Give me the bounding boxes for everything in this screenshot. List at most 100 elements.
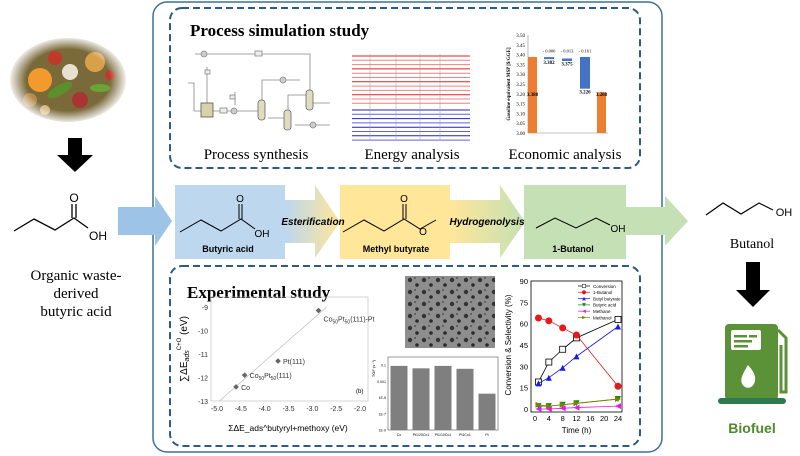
data-point xyxy=(545,374,552,381)
point-label: Pt(111) xyxy=(283,359,305,366)
data-point xyxy=(535,380,542,387)
y-axis-label: ∑ΔEadsC+O (eV) xyxy=(177,316,191,382)
legend-marker xyxy=(582,303,586,307)
series-methane xyxy=(535,403,621,412)
x-tick-label: Pt1/20Co1 xyxy=(413,433,430,437)
point-label: Co50Pt50(111)-Pt xyxy=(324,317,375,326)
x-tick-label: -4.5 xyxy=(235,406,247,413)
series-methanol xyxy=(535,396,621,410)
y-tick-label: 0.1 xyxy=(381,364,386,368)
delta-label: - 0.006 xyxy=(543,49,556,54)
oxygen-label: O xyxy=(69,191,78,205)
y-axis-label: TOF (s⁻¹) xyxy=(371,359,376,377)
input-arrow xyxy=(118,196,172,246)
x-tick-label: Pt1/10Co1 xyxy=(435,433,452,437)
legend-marker xyxy=(582,309,586,314)
caption-line-3: butyric acid xyxy=(40,304,112,320)
x-tick-label: -5.0 xyxy=(211,406,223,413)
butyric-acid-label: Butyric acid xyxy=(202,244,254,254)
y-tick-label: 3.40 xyxy=(516,54,525,59)
hydrogenolysis-arrow xyxy=(450,185,525,258)
energy-analysis-label: Energy analysis xyxy=(364,147,459,163)
y-tick-label: 3.20 xyxy=(516,93,525,98)
x-axis-label: Time (h) xyxy=(562,426,592,435)
y-tick-label: 75 xyxy=(520,298,528,307)
data-point xyxy=(559,405,566,412)
y-tick-label: 1E-5 xyxy=(379,396,386,400)
molecule-structures xyxy=(179,204,611,233)
data-point xyxy=(559,364,566,371)
hydroxyl-label: OH xyxy=(89,229,107,243)
y-tick-label: -10 xyxy=(198,329,208,336)
waterfall-bar xyxy=(580,56,590,89)
energy-analysis-diagram xyxy=(352,54,470,141)
x-tick-label: 20 xyxy=(600,414,608,423)
data-point xyxy=(559,401,566,408)
x-tick-label: -2.5 xyxy=(330,406,342,413)
y-tick-label: 3.10 xyxy=(516,112,525,117)
x-tick-label: Pt xyxy=(485,433,488,437)
y-tick-label: 3.35 xyxy=(516,63,525,68)
experimental-study-title: Experimental study xyxy=(187,283,331,302)
delta-label: - 0.013 xyxy=(561,49,574,54)
y-tick-label: 1E-7 xyxy=(379,412,386,416)
process-simulation-title: Process simulation study xyxy=(190,21,370,40)
data-point xyxy=(535,401,542,408)
data-point xyxy=(573,404,580,411)
series-1-butanol xyxy=(534,314,622,390)
data-point xyxy=(545,317,553,325)
x-tick-label: -4.0 xyxy=(259,406,271,413)
data-point xyxy=(545,406,552,412)
carbonyl-oxygen-label: O xyxy=(400,194,408,205)
bar-value-label: 3.388 xyxy=(527,93,539,98)
data-point xyxy=(233,384,239,390)
hydroxyl-label: OH xyxy=(776,207,793,219)
x-tick-label: 16 xyxy=(586,414,594,423)
x-tick-label: 0 xyxy=(533,414,537,423)
tof-bar xyxy=(412,368,430,430)
tof-bar-chart: 0.1 0.001 1E-5 1E-7 1E-9 TOF (s⁻¹) Co Pt1/20Co1… xyxy=(371,356,499,437)
tof-bar xyxy=(456,368,474,430)
y-tick-label: 0.001 xyxy=(377,380,386,384)
y-tick-label: 45 xyxy=(520,341,528,350)
tof-bar xyxy=(478,393,496,430)
bar-value-label: 3.375 xyxy=(561,63,573,68)
data-point xyxy=(573,331,580,339)
y-tick-label: -12 xyxy=(198,376,208,383)
economic-analysis-label: Economic analysis xyxy=(509,147,622,163)
step-box-butyric-acid xyxy=(175,185,285,259)
hydroxyl-label: OH xyxy=(611,224,626,235)
y-tick-label: -13 xyxy=(198,399,208,406)
y-axis-label: Conversion & Selectivity (%) xyxy=(504,294,513,395)
1-butanol-label: 1-Butanol xyxy=(552,244,594,254)
series-butyl-butyrate xyxy=(535,323,621,387)
down-arrow-icon xyxy=(57,138,93,172)
scatter-x-axis-label: ΣΔE_ads^butyryl+methoxy (eV) xyxy=(228,423,348,433)
delta-label: - 0.161 xyxy=(579,49,592,54)
legend-label: Methanol xyxy=(593,315,612,320)
step-box-1-butanol xyxy=(524,185,626,259)
x-tick-label: -3.5 xyxy=(282,406,294,413)
point-label: Co xyxy=(241,385,250,392)
butanol-label: Butanol xyxy=(730,237,774,252)
y-tick-label: -9 xyxy=(202,305,208,312)
process-flowsheet-diagram xyxy=(188,50,330,131)
data-point xyxy=(545,358,553,366)
data-point xyxy=(559,324,567,332)
methyl-butyrate-label: Methyl butyrate xyxy=(363,244,430,254)
x-tick-label: 12 xyxy=(572,414,580,423)
y-tick-label: -11 xyxy=(198,352,208,359)
fuel-pump-leaf-icon xyxy=(718,324,788,404)
x-tick-label: Pt1Co1 xyxy=(459,433,471,437)
caption-line-2: derived xyxy=(54,286,99,302)
tem-micrograph xyxy=(405,276,495,348)
data-point xyxy=(559,345,567,353)
y-tick-label: 3.45 xyxy=(516,44,525,49)
legend-label: 1-Butanol xyxy=(593,290,612,295)
x-tick-label: 24 xyxy=(614,414,622,423)
bar-value-label: 3.382 xyxy=(543,61,555,66)
process-simulation-box xyxy=(169,7,641,169)
legend-label: Butyl butyrate xyxy=(593,296,621,301)
process-synthesis-label: Process synthesis xyxy=(204,147,309,163)
waterfall-bar xyxy=(597,92,606,133)
